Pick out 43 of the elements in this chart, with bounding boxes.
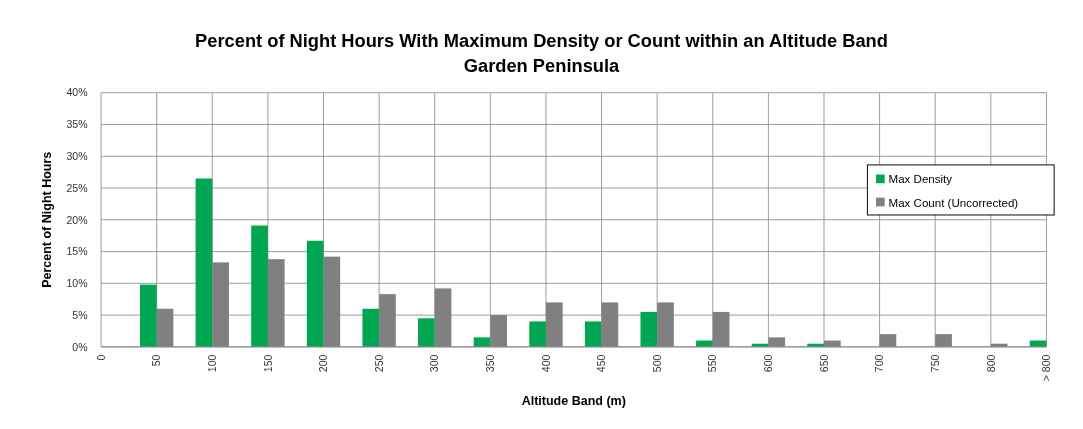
y-tick-label: 10%	[66, 277, 89, 290]
x-tick-label: 750	[928, 354, 941, 373]
bar	[195, 178, 213, 347]
x-tick-label: 0	[94, 354, 107, 361]
x-tick-label: > 800	[1040, 354, 1053, 382]
x-tick-label: 550	[706, 354, 719, 373]
bar	[640, 311, 658, 347]
x-tick-label: 200	[317, 354, 330, 373]
x-tick-label: 300	[428, 354, 441, 373]
bar	[306, 240, 324, 347]
x-tick-label: 250	[372, 354, 385, 373]
y-tick-label: 0%	[72, 340, 89, 353]
bar	[362, 308, 380, 347]
chart-title: Percent of Night Hours With Maximum Density or Count within an Altitude Band	[195, 29, 888, 51]
y-axis-title: Percent of Night Hours	[40, 151, 54, 288]
bar	[251, 225, 268, 347]
x-tick-label: 50	[150, 354, 163, 367]
x-tick-label: 400	[539, 354, 552, 373]
chart-subtitle: Garden Peninsula	[463, 54, 621, 76]
x-tick-label: 100	[205, 354, 218, 373]
x-tick-label: 650	[817, 354, 830, 373]
x-tick-label: 700	[873, 354, 886, 373]
x-tick-label: 500	[650, 354, 663, 373]
legend-label: Max Density	[888, 173, 953, 186]
bar	[584, 321, 602, 347]
x-tick-label: 350	[484, 354, 497, 373]
y-tick-label: 30%	[66, 149, 89, 162]
x-axis-title: Altitude Band (m)	[521, 393, 626, 408]
x-tick-label: 600	[762, 354, 775, 373]
bar	[529, 321, 546, 347]
bar	[418, 318, 435, 347]
y-tick-label: 35%	[66, 118, 89, 131]
x-tick-label: 800	[984, 354, 997, 373]
bar	[139, 284, 157, 347]
y-tick-label: 5%	[72, 308, 89, 321]
legend-label: Max Count (Uncorrected)	[888, 196, 1019, 209]
x-tick-label: 450	[595, 354, 608, 373]
y-tick-label: 25%	[66, 181, 89, 194]
y-tick-label: 15%	[66, 245, 89, 258]
y-tick-label: 40%	[66, 86, 89, 99]
bar	[473, 337, 491, 347]
x-tick-label: 150	[261, 354, 274, 373]
y-tick-label: 20%	[66, 213, 89, 226]
